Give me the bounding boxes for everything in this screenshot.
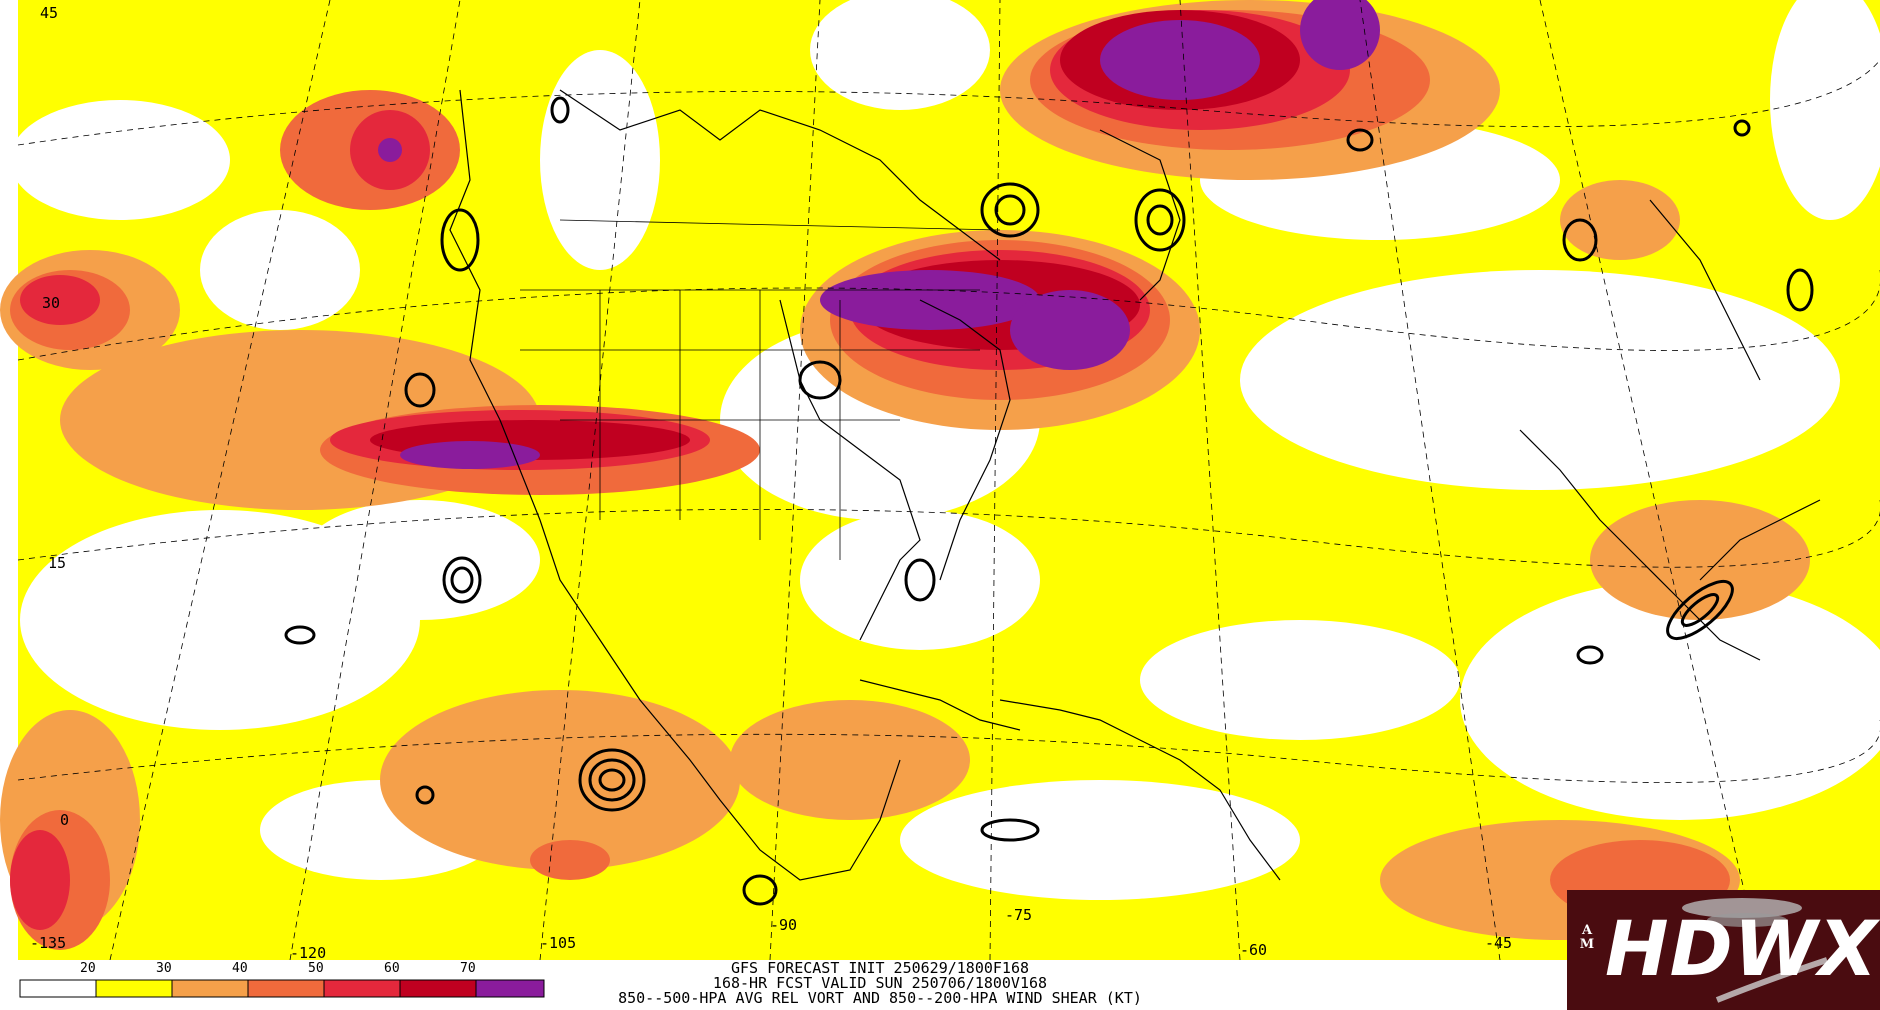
longitude-label: -60 — [1240, 941, 1267, 959]
caption-init-line: GFS FORECAST INIT 250629/1800F168 — [730, 959, 1029, 977]
latitude-label: 30 — [42, 294, 60, 312]
legend-label: 60 — [384, 961, 400, 976]
latitude-label: 0 — [60, 811, 69, 829]
caption-valid-line: 168-HR FCST VALID SUN 250706/1800V168 — [712, 974, 1048, 992]
legend-swatch — [171, 979, 249, 998]
legend-label: 30 — [156, 961, 172, 976]
graticule — [17, 0, 1880, 961]
latitude-label: 45 — [40, 4, 58, 22]
map-caption: GFS FORECAST INIT 250629/1800F168 168-HR… — [430, 961, 1330, 1006]
legend-swatch — [475, 979, 545, 998]
legend-swatch — [323, 979, 401, 998]
swirl-graphic — [1682, 898, 1828, 1003]
legend-swatch — [95, 979, 173, 998]
longitude-label: -75 — [1005, 906, 1032, 924]
hdwx-logo: A M HDWX — [1567, 890, 1880, 1010]
legend-label: 70 — [460, 961, 476, 976]
longitude-label: -135 — [30, 934, 66, 952]
legend-swatch — [19, 979, 97, 998]
tamu-badge: A M — [1579, 923, 1595, 952]
longitude-label: -120 — [290, 944, 326, 962]
longitude-label: -105 — [540, 934, 576, 952]
state-borders — [520, 219, 1001, 560]
map-boundaries — [449, 89, 1821, 881]
logo-wordmark: HDWX — [1605, 904, 1879, 993]
longitude-label: -45 — [1485, 934, 1512, 952]
caption-field-line: 850--500-HPA AVG REL VORT AND 850--200-H… — [618, 989, 1142, 1007]
longitude-label: -90 — [770, 916, 797, 934]
legend-label: 50 — [308, 961, 324, 976]
vorticity-contours — [284, 96, 1814, 906]
legend-swatch — [247, 979, 325, 998]
legend-label: 20 — [80, 961, 96, 976]
legend-label: 40 — [232, 961, 248, 976]
latitude-label: 15 — [48, 554, 66, 572]
legend-colorbar — [19, 979, 545, 998]
